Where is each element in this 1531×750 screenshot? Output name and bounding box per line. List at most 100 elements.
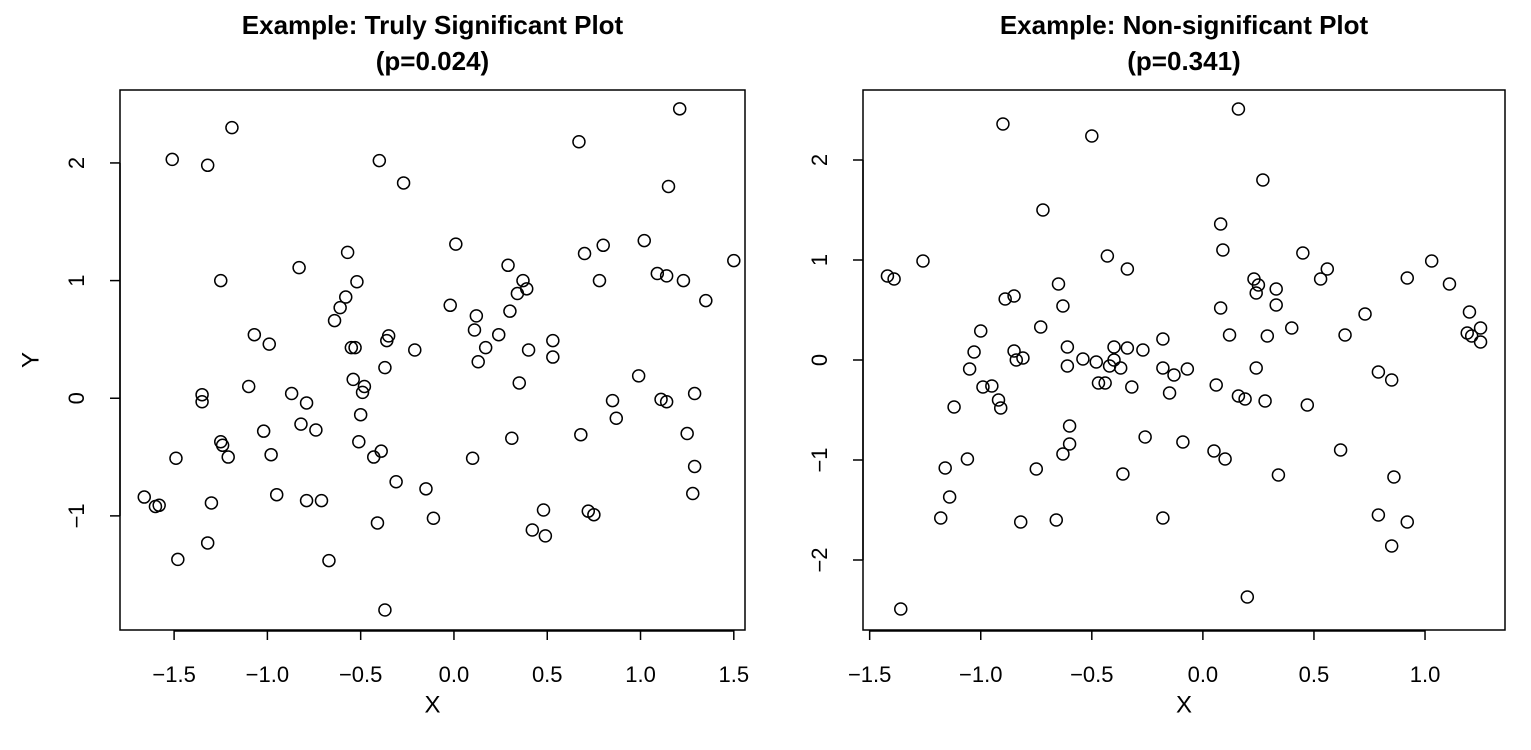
point [294, 417, 308, 431]
point [1296, 246, 1310, 260]
x-tick-label: 0.0 [1188, 662, 1219, 687]
y-tick-label: 0 [807, 354, 832, 366]
point [1284, 321, 1299, 335]
point [299, 396, 314, 410]
point [269, 487, 284, 502]
y-tick-label: 1 [807, 254, 832, 266]
point [221, 450, 235, 464]
point [659, 269, 674, 283]
point [426, 511, 441, 525]
point [1098, 376, 1112, 390]
plot-frame [862, 89, 1506, 631]
point [699, 293, 713, 308]
point [378, 360, 392, 375]
y-tick-label: 0 [64, 392, 89, 404]
point [572, 135, 586, 149]
point [574, 427, 588, 442]
point [314, 493, 329, 508]
point [1138, 430, 1152, 444]
point [1180, 362, 1195, 376]
point [449, 237, 463, 251]
point [592, 273, 607, 288]
point [962, 362, 977, 376]
point [357, 379, 372, 394]
point [348, 340, 362, 355]
point [1371, 508, 1386, 522]
point [419, 482, 433, 496]
point [1036, 203, 1050, 217]
point [204, 496, 219, 510]
point [546, 333, 560, 348]
point [352, 435, 366, 449]
point [1240, 590, 1255, 604]
point [1269, 282, 1283, 296]
point [346, 372, 360, 387]
point [137, 490, 152, 504]
point [408, 343, 422, 357]
point [1107, 353, 1121, 367]
point [340, 245, 355, 260]
point [467, 323, 482, 337]
point [1016, 351, 1030, 365]
point [1029, 462, 1044, 476]
point [1056, 299, 1070, 313]
point [1400, 515, 1415, 529]
x-tick-label: 0.5 [1299, 662, 1330, 687]
point [998, 292, 1012, 306]
point [916, 254, 930, 268]
point [1249, 361, 1263, 375]
point [327, 313, 342, 328]
point [609, 411, 624, 425]
point [1113, 361, 1128, 375]
y-tick-label: −2 [807, 547, 832, 572]
point [478, 340, 493, 355]
point [650, 266, 665, 281]
point [353, 407, 368, 422]
point [577, 246, 592, 261]
y-tick-label: 2 [807, 154, 832, 166]
point [1213, 217, 1228, 231]
point [1062, 419, 1077, 433]
point [1338, 328, 1352, 342]
x-axis-label: X [424, 691, 440, 718]
point [1136, 343, 1150, 357]
point [1051, 277, 1066, 291]
point [247, 327, 262, 342]
point [661, 179, 676, 194]
point [637, 233, 652, 248]
point [1009, 353, 1024, 367]
point [1207, 444, 1221, 458]
point [1384, 373, 1399, 387]
point [1116, 467, 1130, 481]
point [996, 117, 1010, 131]
point [338, 290, 353, 304]
point [976, 380, 990, 394]
point [521, 343, 536, 357]
x-tick-label: −0.5 [339, 662, 382, 687]
point [465, 451, 480, 465]
point [985, 379, 999, 393]
point [973, 324, 988, 338]
point [880, 269, 895, 283]
point [1156, 361, 1170, 375]
point [1387, 470, 1401, 484]
x-tick-label: 1.0 [1410, 662, 1441, 687]
point [596, 238, 610, 253]
point [934, 511, 948, 525]
y-tick-label: 2 [64, 157, 89, 169]
x-tick-label: −1.5 [848, 662, 891, 687]
point [215, 438, 230, 453]
point [469, 309, 484, 323]
point [471, 355, 485, 369]
point [536, 503, 551, 517]
point [1256, 173, 1270, 187]
chart-subtitle: (p=0.341) [1127, 46, 1240, 76]
point [512, 376, 527, 390]
y-tick-label: −1 [807, 447, 832, 472]
x-tick-label: −1.0 [246, 662, 289, 687]
point [1320, 262, 1335, 276]
x-tick-label: 0.0 [439, 662, 470, 687]
point [443, 298, 457, 313]
point [264, 447, 278, 462]
point [1049, 513, 1064, 527]
